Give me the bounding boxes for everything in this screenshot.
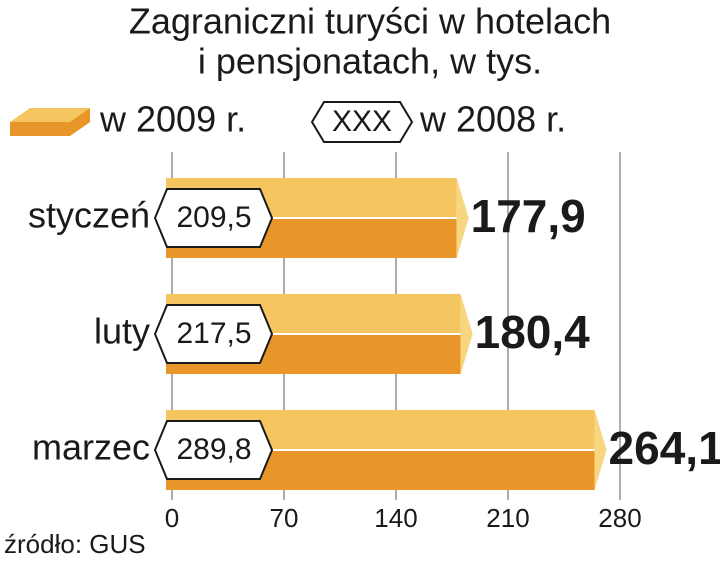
prev-year-label: 209,5: [153, 188, 274, 248]
hexagon: [153, 188, 274, 248]
x-tick-label: 70: [270, 503, 299, 533]
x-tick-label: 0: [165, 503, 179, 533]
x-tick-label: 210: [486, 503, 529, 533]
legend-label: w 2009 r.: [99, 99, 246, 140]
prev-year-value: 289,8: [176, 433, 251, 466]
bar-tip: [460, 294, 473, 374]
x-tick-label: 140: [374, 503, 417, 533]
legend-swatch: [310, 101, 414, 143]
prev-year-label: 289,8: [153, 420, 274, 480]
chart-title: Zagraniczni turyści w hotelach: [129, 1, 611, 42]
category-label: marzec: [32, 427, 150, 468]
category-label: styczeń: [28, 195, 150, 236]
legend-sample: XXX: [332, 105, 392, 138]
legend-swatch: [10, 108, 90, 136]
prev-year-label: 217,5: [153, 304, 274, 364]
value-label: 264,1: [609, 422, 720, 474]
legend-label: w 2008 r.: [419, 99, 566, 140]
hexagon: [153, 304, 274, 364]
source: źródło: GUS: [4, 529, 146, 559]
chart-title: i pensjonatach, w tys.: [198, 41, 542, 82]
hexagon: [153, 420, 274, 480]
value-label: 177,9: [471, 190, 586, 242]
value-label: 180,4: [475, 306, 591, 358]
prev-year-value: 209,5: [176, 201, 251, 234]
x-tick-label: 280: [598, 503, 641, 533]
category-label: luty: [94, 311, 150, 352]
bar-tip: [456, 178, 469, 258]
prev-year-value: 217,5: [176, 317, 251, 350]
bar-tip: [594, 410, 607, 490]
